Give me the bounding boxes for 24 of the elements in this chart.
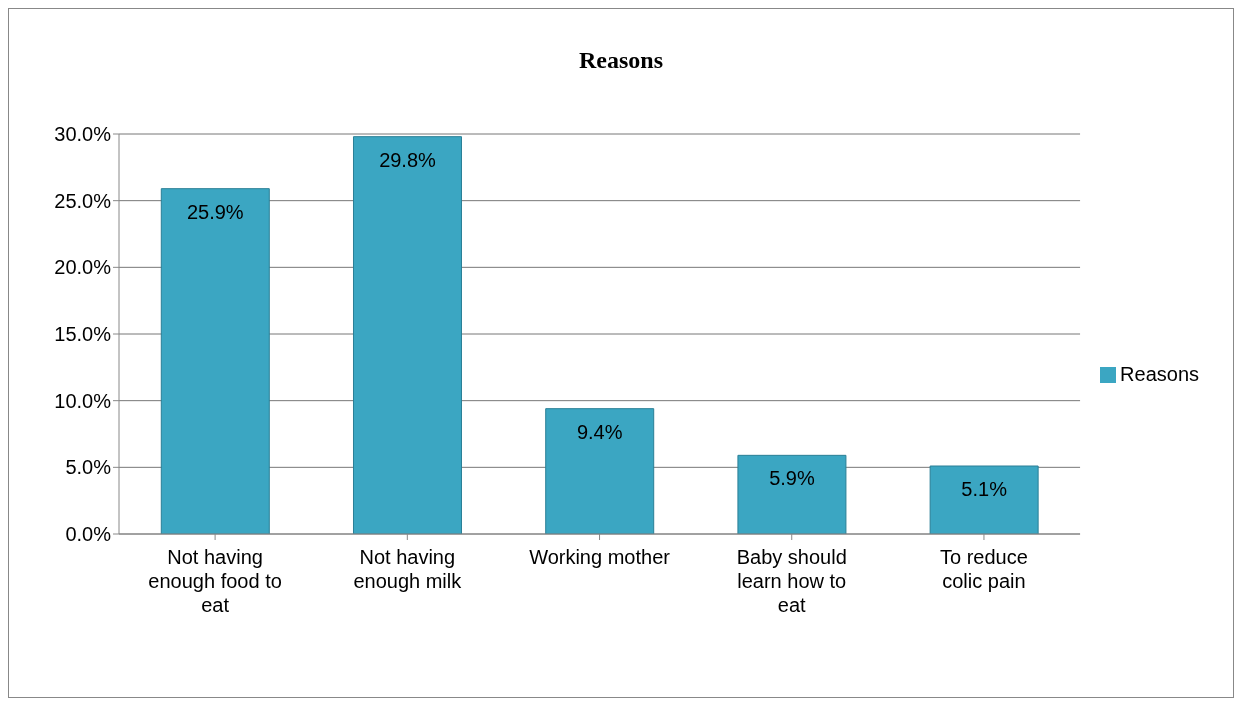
chart-title: Reasons (578, 47, 664, 74)
bar (353, 136, 462, 534)
legend-label: Reasons (1120, 362, 1199, 385)
x-tick-label: Baby should learn how to eat (736, 546, 847, 616)
y-tick-label: 20.0% (54, 256, 112, 279)
y-tick-label: 25.0% (54, 189, 112, 212)
x-tick-label: To reduce colic pain (940, 546, 1028, 592)
y-tick-label: 15.0% (54, 323, 112, 346)
x-tick-label: Working mother (529, 546, 671, 568)
text: 25.9% (186, 200, 244, 223)
y-tick-label: 10.0% (54, 389, 112, 412)
y-tick-label: 30.0% (54, 123, 112, 146)
bar (160, 188, 270, 534)
text: 5.9% (769, 467, 815, 490)
text: 5.1% (961, 478, 1007, 500)
text: 29.8% (379, 148, 436, 171)
text: 9.4% (576, 420, 623, 443)
y-tick-label: 5.0% (65, 456, 112, 479)
bar (545, 408, 655, 534)
y-tick-label: 0.0% (65, 523, 112, 546)
x-tick-label: Not having enough food to eat (148, 546, 282, 616)
bar (737, 454, 847, 534)
x-tick-label: Not having enough milk (353, 546, 463, 592)
bar (929, 465, 1039, 534)
